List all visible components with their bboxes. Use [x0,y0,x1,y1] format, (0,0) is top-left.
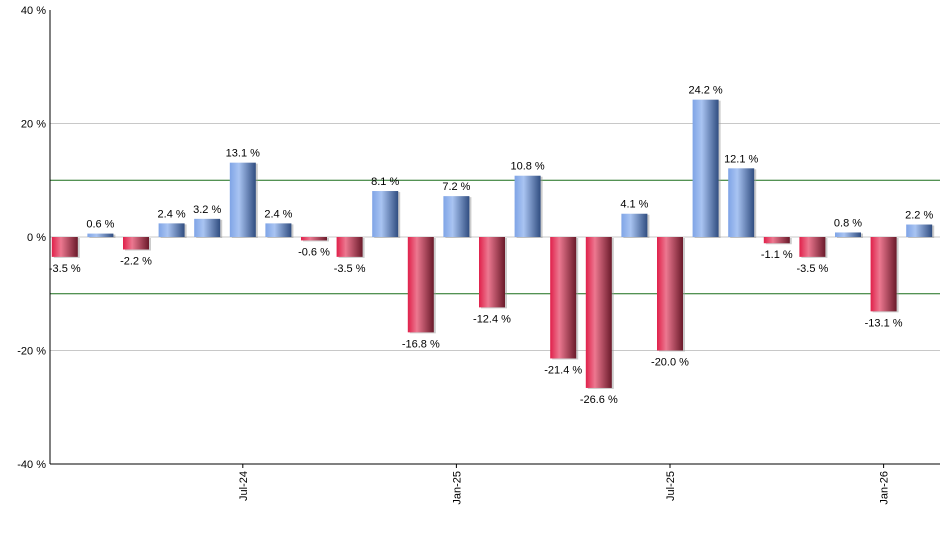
data-label: 0.8 % [834,217,862,229]
bar-Mar-24 [87,233,114,237]
data-label: -21.4 % [544,364,582,376]
data-label: 3.2 % [193,204,221,216]
bar-Feb-25 [479,237,505,308]
bar-May-25 [585,237,612,388]
data-label: 2.2 % [905,210,933,222]
data-label: 24.2 % [688,85,722,97]
data-label: 2.4 % [264,208,292,220]
data-label: -26.6 % [580,394,618,406]
data-label: -3.5 % [797,263,829,275]
data-label: 12.1 % [724,153,758,165]
bar-Sep-24 [301,237,327,241]
bar-Aug-24 [265,223,292,237]
bar-May-24 [158,223,185,237]
bar-Feb-24 [51,237,78,257]
data-label: 8.1 % [371,176,399,188]
data-label: 10.8 % [510,161,544,173]
data-label: 0.6 % [86,219,114,231]
data-label: -2.2 % [120,255,152,267]
data-label: -20.0 % [651,357,689,369]
data-label: -13.1 % [865,317,903,329]
bar-Aug-25 [692,99,719,237]
bar-Mar-25 [514,175,541,237]
bar-Dec-25 [835,232,861,237]
bar-Jul-24 [229,162,256,237]
bar-Jul-25 [657,237,683,351]
y-tick-label: -40 % [17,459,46,471]
bar-Apr-24 [123,237,149,250]
x-tick-label: Jul-24 [238,471,250,501]
x-tick-label: Jan-26 [879,471,891,505]
y-tick-label: 0 % [27,232,46,244]
data-label: 2.4 % [158,208,186,220]
x-tick-label: Jan-25 [451,471,463,505]
bar-Feb-26 [906,224,933,237]
bar-Oct-25 [763,237,790,244]
y-tick-label: 40 % [21,5,46,17]
data-label: -1.1 % [761,249,793,261]
data-label: -3.5 % [49,263,81,275]
bar-Jun-25 [621,213,648,237]
bar-Sep-25 [728,168,755,237]
bar-Apr-25 [550,237,577,359]
bar-Nov-25 [799,237,826,257]
data-label: -0.6 % [298,246,330,258]
data-label: -12.4 % [473,313,511,325]
bar-Jan-26 [870,237,897,312]
bar-Dec-24 [407,237,434,333]
data-label: 7.2 % [442,181,470,193]
x-tick-label: Jul-25 [665,471,677,501]
bar-Jan-25 [443,196,470,237]
bar-Jun-24 [194,218,221,237]
y-tick-label: 20 % [21,119,46,131]
data-label: 4.1 % [620,199,648,211]
data-label: -16.8 % [402,338,440,350]
bar-Oct-24 [336,237,363,257]
y-tick-label: -20 % [17,346,46,358]
data-label: 13.1 % [226,148,260,160]
data-label: -3.5 % [334,263,366,275]
bar-Nov-24 [372,191,399,237]
